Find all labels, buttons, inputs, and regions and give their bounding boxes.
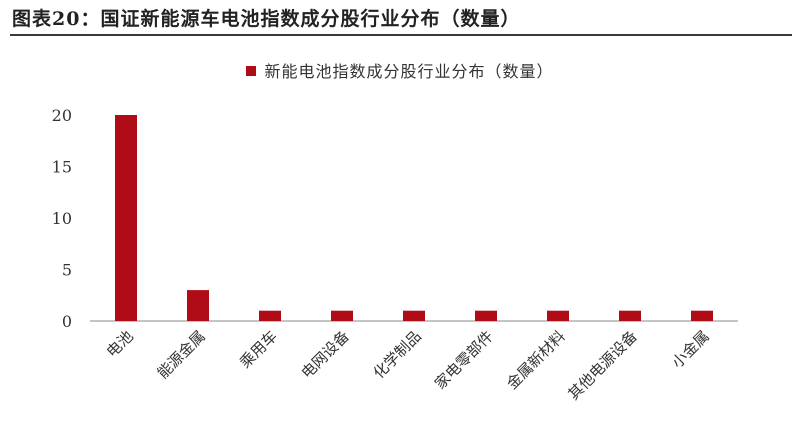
- x-tick-label-5: 家电零部件: [431, 327, 497, 393]
- y-tick-label-1: 5: [62, 261, 72, 280]
- chart-legend: 新能电池指数成分股行业分布（数量）: [0, 58, 800, 82]
- legend-swatch: [246, 65, 257, 76]
- x-tick-label-8: 小金属: [668, 327, 713, 372]
- x-tick-label-2: 乘用车: [236, 327, 281, 372]
- bar-2: [259, 310, 281, 321]
- bar-6: [547, 310, 569, 321]
- bar-0: [115, 115, 137, 321]
- bar-5: [475, 310, 497, 321]
- y-tick-label-0: 0: [62, 312, 72, 331]
- title-divider: [10, 34, 792, 36]
- bar-3: [331, 310, 353, 321]
- x-tick-label-6: 金属新材料: [503, 327, 569, 393]
- x-tick-label-4: 化学制品: [370, 327, 425, 382]
- x-tick-label-1: 能源金属: [154, 327, 209, 382]
- bar-8: [691, 310, 713, 321]
- bar-7: [619, 310, 641, 321]
- x-tick-label-7: 其他电源设备: [564, 327, 640, 403]
- y-tick-label-2: 10: [52, 209, 72, 228]
- x-tick-label-0: 电池: [103, 327, 137, 361]
- x-tick-label-3: 电网设备: [298, 327, 353, 382]
- figure-title: 图表20：国证新能源车电池指数成分股行业分布（数量）: [12, 8, 521, 30]
- bar-4: [403, 310, 425, 321]
- y-tick-label-3: 15: [52, 158, 72, 177]
- y-tick-label-4: 20: [52, 106, 72, 125]
- bar-1: [187, 290, 209, 321]
- legend-label: 新能电池指数成分股行业分布（数量）: [264, 62, 554, 81]
